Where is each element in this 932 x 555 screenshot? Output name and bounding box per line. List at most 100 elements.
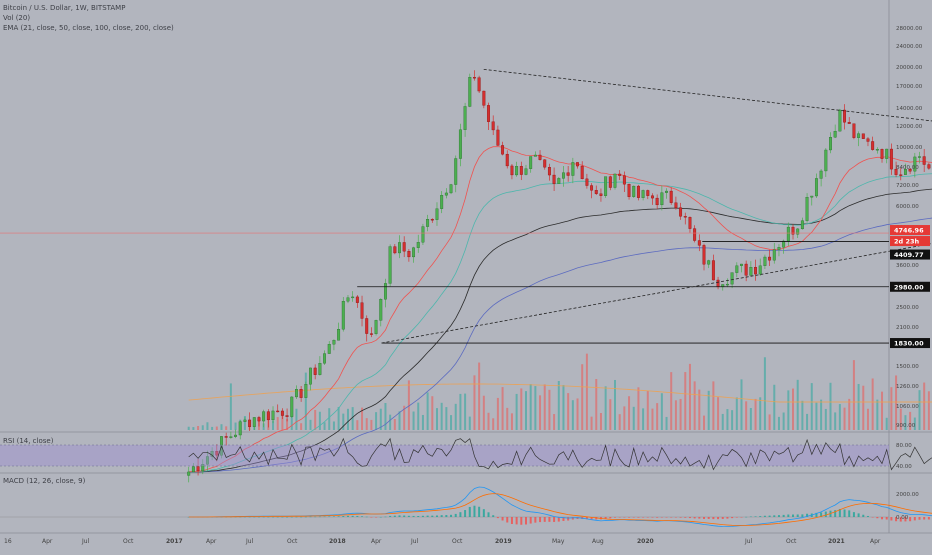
macd-bar xyxy=(857,513,860,517)
macd-bar xyxy=(707,517,710,519)
candle xyxy=(576,162,579,167)
candle xyxy=(580,165,584,180)
volume-bar xyxy=(192,427,195,430)
macd-bar xyxy=(801,514,804,517)
candle xyxy=(430,219,434,221)
macd-bar xyxy=(777,515,780,517)
volume-bar xyxy=(206,422,209,430)
candle xyxy=(524,168,528,175)
candle xyxy=(679,207,683,217)
macd-bar xyxy=(351,515,354,517)
volume-bar xyxy=(571,400,574,430)
volume-bar xyxy=(726,409,729,430)
volume-bar xyxy=(215,426,218,430)
time-tick-label: 2019 xyxy=(495,538,512,545)
candle xyxy=(533,154,537,157)
candle xyxy=(505,153,509,167)
ema-200-line xyxy=(188,217,932,473)
macd-bar xyxy=(820,512,823,517)
time-tick-label: 2017 xyxy=(166,538,183,545)
candle xyxy=(562,172,565,179)
volume-bar xyxy=(576,398,579,430)
candle xyxy=(473,77,476,79)
macd-bar xyxy=(895,517,898,522)
volume-bar xyxy=(768,414,771,430)
volume-bar xyxy=(440,402,443,430)
volume-bar xyxy=(323,422,326,430)
time-tick-label: 2021 xyxy=(828,538,845,545)
candle xyxy=(234,434,237,437)
macd-bar xyxy=(342,516,345,517)
macd-bar xyxy=(440,515,443,517)
volume-bar xyxy=(585,353,588,430)
volume-bar xyxy=(642,408,645,430)
volume-bar xyxy=(464,393,467,430)
macd-bar xyxy=(740,517,743,518)
macd-bar xyxy=(763,515,766,517)
macd-bar xyxy=(478,506,481,517)
volume-bar xyxy=(229,383,232,430)
time-tick-label: Apr xyxy=(371,538,382,545)
level-2980-badge: 2980.00 xyxy=(894,283,924,291)
macd-bar xyxy=(703,517,706,519)
candle xyxy=(313,367,317,375)
candle xyxy=(716,279,720,288)
candle xyxy=(636,185,640,198)
candle xyxy=(763,256,767,266)
macd-bar xyxy=(848,510,851,517)
volume-bar xyxy=(824,408,827,430)
macd-bar xyxy=(375,517,378,518)
volume-bar xyxy=(412,411,415,430)
macd-bar xyxy=(735,517,738,518)
volume-bar xyxy=(431,396,434,430)
macd-bar xyxy=(749,516,752,518)
volume-bar xyxy=(515,393,518,430)
candle xyxy=(318,363,322,375)
candle xyxy=(758,265,762,275)
candle xyxy=(786,226,790,242)
macd-bar xyxy=(398,515,401,517)
candle xyxy=(468,77,472,107)
volume-bar xyxy=(871,378,874,430)
volume-bar xyxy=(749,408,752,430)
macd-bar xyxy=(815,512,818,517)
macd-bar xyxy=(248,516,251,518)
candle xyxy=(843,109,846,123)
candle xyxy=(777,247,781,250)
volume-bar xyxy=(712,381,715,430)
macd-bar xyxy=(796,514,799,517)
candle xyxy=(829,137,832,151)
candle xyxy=(398,242,401,254)
macd-bar xyxy=(773,515,776,517)
level-1830-badge-bg xyxy=(890,338,930,349)
volume-bar xyxy=(792,388,795,430)
volume-bar xyxy=(740,379,743,430)
candle xyxy=(889,148,893,170)
macd-bar xyxy=(838,508,841,517)
macd-bar xyxy=(524,517,527,525)
volume-bar xyxy=(777,416,780,430)
macd-signal-line xyxy=(188,493,932,526)
volume-bar xyxy=(496,397,499,430)
volume-bar xyxy=(904,415,907,430)
volume-bar xyxy=(698,389,701,430)
volume-bar xyxy=(197,426,200,430)
candles xyxy=(187,70,931,483)
macd-bar xyxy=(604,517,607,519)
candle xyxy=(674,202,678,208)
volume-bar xyxy=(351,407,354,430)
volume-bar xyxy=(909,411,912,430)
volume-bar xyxy=(314,409,317,430)
candle xyxy=(421,226,425,243)
volume-bar xyxy=(290,413,293,430)
time-tick-label: Oct xyxy=(123,538,134,545)
macd-line xyxy=(188,486,932,528)
macd-bar xyxy=(852,512,855,517)
macd-bar xyxy=(300,516,303,518)
upper-trendline xyxy=(483,68,932,122)
macd-bar xyxy=(927,517,930,520)
volume-bar xyxy=(365,418,368,430)
macd-bar xyxy=(393,515,396,517)
